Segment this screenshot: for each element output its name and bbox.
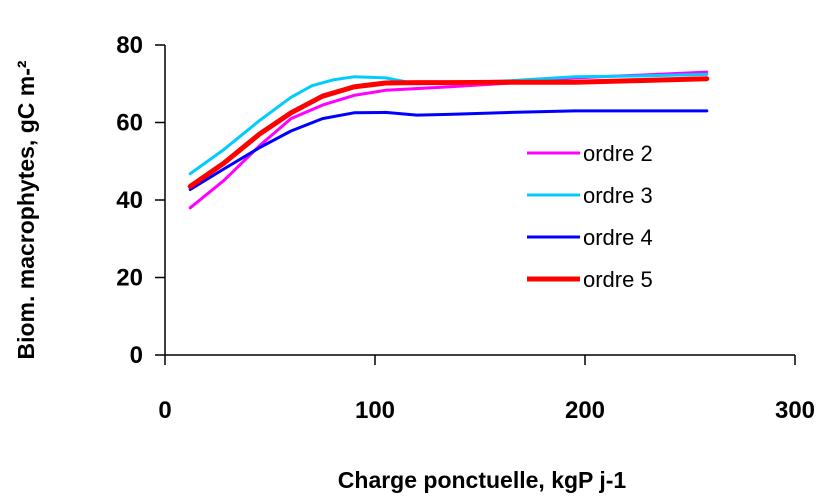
x-tick-label: 300 xyxy=(775,397,815,424)
y-tick-label: 40 xyxy=(116,187,143,214)
series-layer xyxy=(187,70,710,210)
y-tick-label: 60 xyxy=(116,110,143,137)
y-tick-label: 20 xyxy=(116,265,143,292)
y-tick-label: 0 xyxy=(130,342,143,369)
legend-label-ordre-5: ordre 5 xyxy=(583,267,653,292)
series-line-ordre-5 xyxy=(187,76,710,189)
x-axis-ticks: 0 100 200 300 xyxy=(158,355,815,424)
x-tick-label: 0 xyxy=(158,397,171,424)
legend-label-ordre-3: ordre 3 xyxy=(583,183,653,208)
x-tick-label: 100 xyxy=(355,397,395,424)
x-axis-title: Charge ponctuelle, kgP j-1 xyxy=(338,467,627,493)
x-tick-label: 200 xyxy=(565,397,605,424)
y-tick-label: 80 xyxy=(116,32,143,59)
y-axis-ticks: 0 20 40 60 80 xyxy=(116,32,165,369)
legend-label-ordre-2: ordre 2 xyxy=(583,141,653,166)
series-line-ordre-3 xyxy=(188,72,709,176)
series-line-ordre-4 xyxy=(188,109,709,191)
legend: ordre 2 ordre 3 ordre 4 ordre 5 xyxy=(527,141,653,292)
legend-label-ordre-4: ordre 4 xyxy=(583,225,653,250)
y-axis-title: Biom. macrophytes, gC m-² xyxy=(13,60,39,359)
